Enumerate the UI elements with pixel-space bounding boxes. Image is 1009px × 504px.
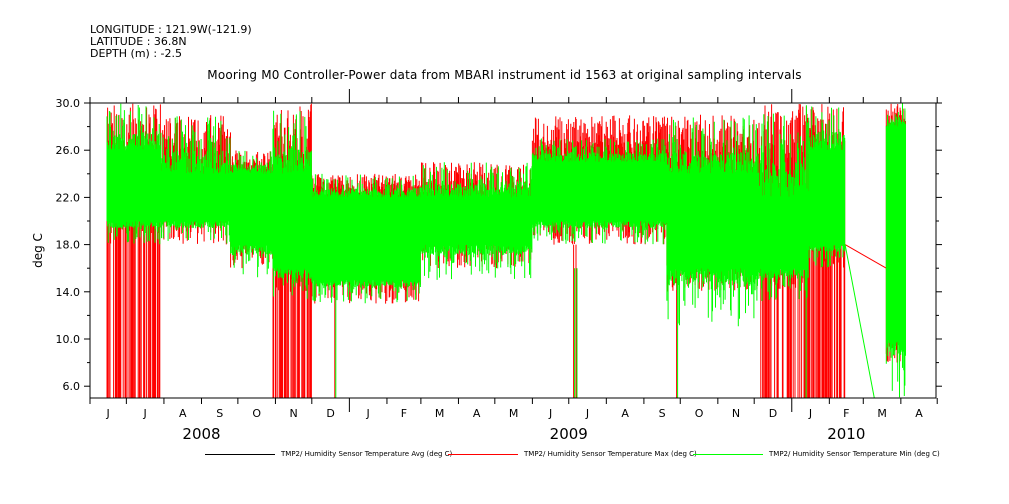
- x-month-label: J: [585, 407, 589, 420]
- x-month-label: A: [915, 407, 923, 420]
- x-month-label: F: [401, 407, 407, 420]
- x-year-label: 2009: [550, 425, 588, 443]
- longitude-label: LONGITUDE : 121.9W(-121.9): [90, 23, 252, 36]
- x-month-label: S: [659, 407, 666, 420]
- x-month-label: A: [621, 407, 629, 420]
- x-month-label: N: [732, 407, 740, 420]
- depth-label: DEPTH (m) : -2.5: [90, 47, 183, 60]
- metadata-block: LONGITUDE : 121.9W(-121.9) LATITUDE : 36…: [90, 24, 252, 60]
- x-month-label: J: [106, 407, 110, 420]
- legend-label-max: TMP2/ Humidity Sensor Temperature Max (d…: [524, 450, 697, 458]
- x-month-label: O: [695, 407, 704, 420]
- latitude-label: LATITUDE : 36.8N: [90, 35, 187, 48]
- legend-label-avg: TMP2/ Humidity Sensor Temperature Avg (d…: [281, 450, 453, 458]
- legend-entry-max: TMP2/ Humidity Sensor Temperature Max (d…: [448, 450, 697, 458]
- x-month-label: A: [179, 407, 187, 420]
- x-month-label: J: [366, 407, 370, 420]
- x-month-label: M: [877, 407, 887, 420]
- series-min-line: [106, 103, 906, 399]
- x-month-label: O: [252, 407, 261, 420]
- x-month-label: J: [548, 407, 552, 420]
- x-year-label: 2010: [827, 425, 865, 443]
- x-month-label: J: [808, 407, 812, 420]
- plot-frame: [89, 102, 937, 399]
- x-month-label: M: [509, 407, 519, 420]
- y-tick-label: 30.0: [56, 97, 81, 110]
- x-year-label: 2008: [182, 425, 220, 443]
- legend-entry-min: TMP2/ Humidity Sensor Temperature Min (d…: [693, 450, 940, 458]
- x-month-label: N: [290, 407, 298, 420]
- x-month-label: D: [769, 407, 777, 420]
- y-tick-label: 22.0: [56, 191, 81, 204]
- legend-swatch-min: [693, 453, 763, 455]
- x-month-label: M: [435, 407, 445, 420]
- x-month-label: J: [143, 407, 147, 420]
- chart-title: Mooring M0 Controller-Power data from MB…: [207, 68, 802, 82]
- x-month-label: F: [843, 407, 849, 420]
- y-axis-label: deg C: [31, 233, 45, 268]
- legend-entry-avg: TMP2/ Humidity Sensor Temperature Avg (d…: [205, 450, 452, 458]
- y-tick-label: 26.0: [56, 144, 81, 157]
- y-tick-label: 14.0: [56, 286, 81, 299]
- plot-data-layer: [106, 103, 906, 399]
- legend-swatch-max: [448, 453, 518, 455]
- y-tick-label: 10.0: [56, 333, 81, 346]
- y-tick-label: 6.0: [63, 380, 81, 393]
- y-tick-label: 18.0: [56, 239, 81, 252]
- x-month-label: S: [216, 407, 223, 420]
- legend-swatch-avg: [205, 453, 275, 455]
- x-month-label: A: [473, 407, 481, 420]
- legend-label-min: TMP2/ Humidity Sensor Temperature Min (d…: [769, 450, 940, 458]
- x-month-label: D: [326, 407, 334, 420]
- axes-layer: 6.0 10.0 14.0 18.0 22.0 26.0 30.0 deg C J J A S O N D J…: [31, 89, 942, 443]
